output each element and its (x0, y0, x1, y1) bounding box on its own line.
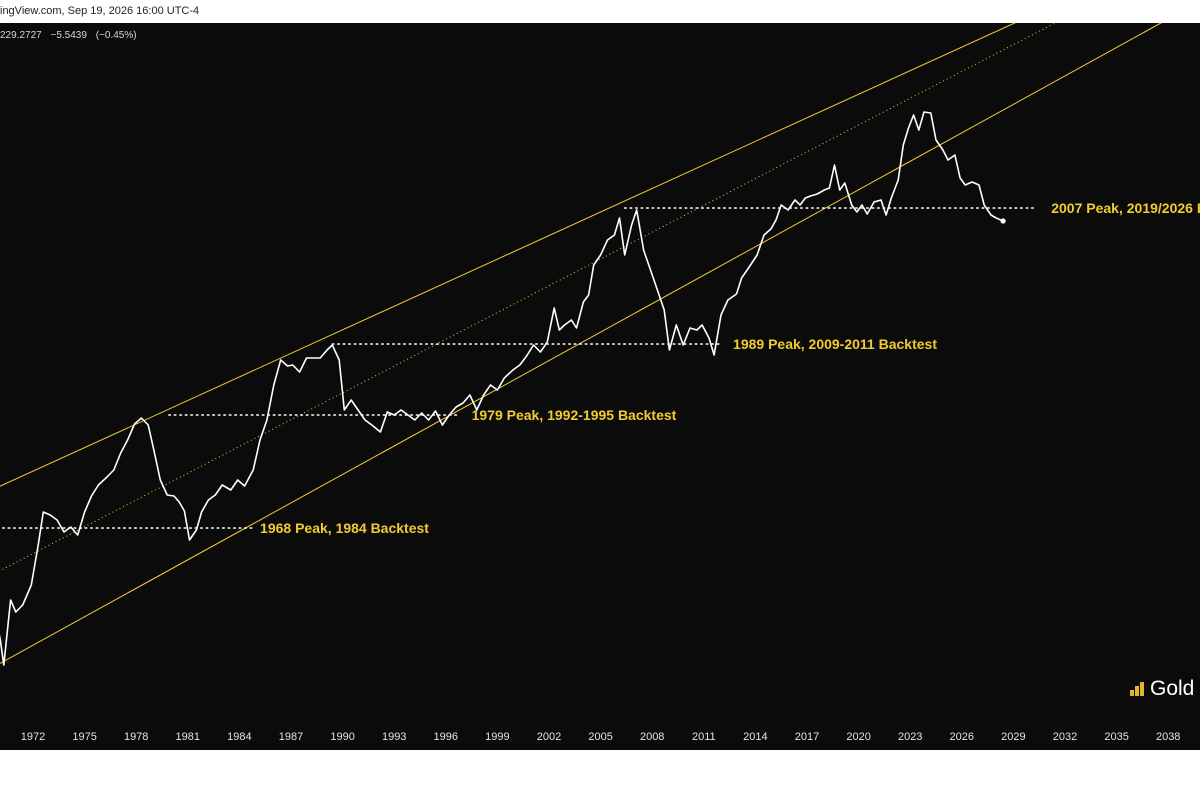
x-tick-label: 1972 (21, 731, 45, 743)
header-bar: ingView.com, Sep 19, 2026 16:00 UTC-4 (0, 0, 1200, 23)
x-tick-label: 2020 (846, 731, 870, 743)
annotation-label-4: 2007 Peak, 2019/2026 Ba (1051, 200, 1200, 216)
price-line (0, 111, 1004, 666)
x-tick-label: 2005 (588, 731, 612, 743)
channel-mid-line (0, 0, 1100, 572)
header-text: ingView.com, Sep 19, 2026 16:00 UTC-4 (0, 5, 200, 17)
x-tick-label: 2014 (743, 731, 767, 743)
x-tick-label: 1978 (124, 731, 148, 743)
x-tick-label: 2008 (640, 731, 664, 743)
chart-frame: 1968 Peak, 1984 Backtest 1979 Peak, 1992-… (0, 0, 1200, 750)
x-tick-label: 2002 (537, 731, 561, 743)
quote-line: 229.2727 −5.5439 (−0.45%) (0, 30, 143, 41)
price-chart: 1968 Peak, 1984 Backtest 1979 Peak, 1992-… (0, 0, 1200, 743)
x-tick-label: 1999 (485, 731, 509, 743)
x-tick-label: 1981 (176, 731, 200, 743)
annotation-label-2: 1979 Peak, 1992-1995 Backtest (472, 407, 677, 423)
x-tick-label: 2011 (692, 731, 716, 743)
x-tick-label: 1984 (227, 731, 251, 743)
x-tick-label: 2026 (950, 731, 974, 743)
gold-bars-icon (1130, 680, 1150, 696)
watermark-logo: Gold (1130, 677, 1194, 703)
x-tick-label: 1990 (330, 731, 354, 743)
quote-change-pct: (−0.45%) (95, 30, 137, 41)
x-tick-label: 1975 (72, 731, 96, 743)
x-tick-label: 2035 (1104, 731, 1128, 743)
watermark-text: Gold (1150, 677, 1195, 700)
x-tick-label: 2029 (1001, 731, 1025, 743)
quote-change: −5.5439 (50, 30, 87, 41)
x-tick-label: 1987 (279, 731, 303, 743)
x-tick-label: 1993 (382, 731, 406, 743)
x-tick-label: 2023 (898, 731, 922, 743)
x-tick-label: 2032 (1053, 731, 1077, 743)
last-price-marker (1000, 218, 1006, 224)
channel-lower-line (0, 0, 1200, 665)
x-tick-label: 2038 (1156, 731, 1180, 743)
channel-upper-line (0, 0, 1066, 487)
x-tick-label: 1996 (434, 731, 458, 743)
annotation-label-3: 1989 Peak, 2009-2011 Backtest (733, 336, 937, 352)
x-tick-label: 2017 (795, 731, 819, 743)
annotation-label-1: 1968 Peak, 1984 Backtest (260, 520, 429, 536)
quote-last: 229.2727 (0, 30, 42, 41)
